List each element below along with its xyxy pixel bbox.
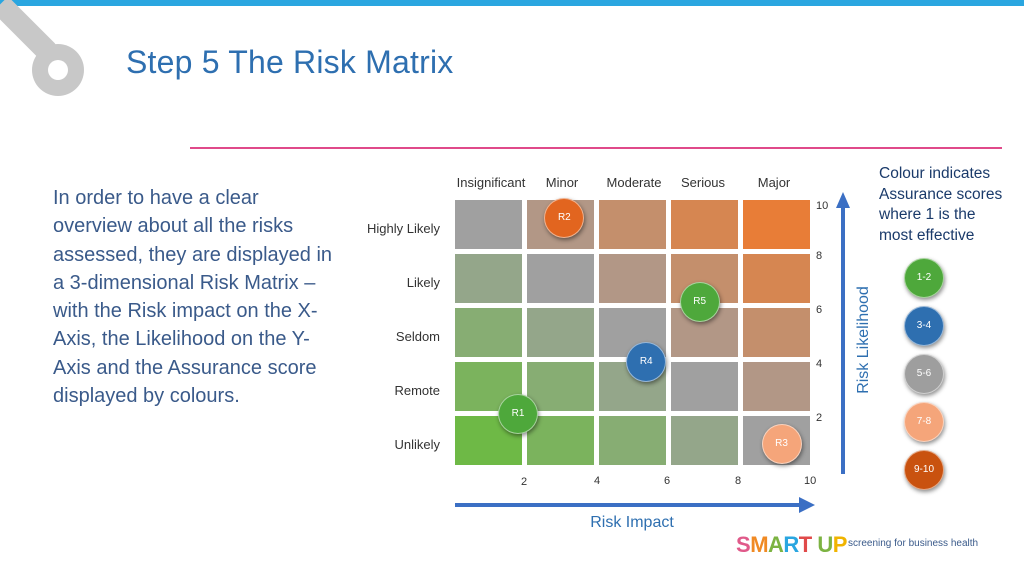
x-axis-arrow: [455, 497, 815, 513]
matrix-cell: [671, 200, 738, 249]
matrix-cell: [527, 416, 594, 465]
legend-swatch-label: 3-4: [916, 320, 932, 331]
legend-swatch: 1-2: [904, 258, 944, 298]
matrix-cell: [599, 416, 666, 465]
column-label: Minor: [545, 175, 579, 190]
matrix-cell: [743, 308, 810, 357]
column-label: Insignificant: [456, 175, 526, 190]
x-tick-label: 2: [521, 476, 528, 488]
logo-letter: A: [768, 532, 784, 557]
intro-text: In order to have a clear overview about …: [53, 187, 333, 408]
title-divider: [190, 147, 1002, 149]
matrix-cell: [743, 362, 810, 411]
column-label: Major: [757, 175, 791, 190]
legend-swatch: 9-10: [904, 450, 944, 490]
row-label: Highly Likely: [367, 221, 440, 236]
matrix-cell: [527, 362, 594, 411]
logo-letter: U: [817, 532, 833, 557]
logo-letter: R: [783, 532, 799, 557]
risk-bubble: R4: [626, 342, 667, 383]
risk-bubble: R5: [679, 282, 720, 323]
y-tick-label: 8: [816, 250, 823, 262]
risk-matrix-grid: [453, 198, 810, 470]
matrix-cell: [455, 200, 522, 249]
smart-up-logo: SMART UP: [736, 532, 847, 558]
row-label: Remote: [394, 383, 440, 398]
logo-letter: M: [750, 532, 769, 557]
legend-note-text: Colour indicates Assurance scores where …: [879, 165, 1003, 244]
legend-swatch-label: 5-6: [916, 368, 932, 379]
matrix-cell: [527, 254, 594, 303]
legend-swatch: 5-6: [904, 354, 944, 394]
legend-swatch: 3-4: [904, 306, 944, 346]
row-label: Unlikely: [394, 437, 440, 452]
y-tick-label: 6: [816, 304, 823, 316]
risk-bubble: R2: [544, 198, 585, 239]
legend-swatch: 7-8: [904, 402, 944, 442]
y-tick-label: 4: [816, 358, 823, 370]
x-axis-title: Risk Impact: [590, 514, 674, 531]
matrix-cell: [743, 254, 810, 303]
x-tick-label: 4: [594, 475, 601, 487]
top-accent-bar: [0, 0, 1024, 6]
matrix-cell: [527, 308, 594, 357]
column-label: Moderate: [606, 175, 662, 190]
y-tick-label: 10: [816, 200, 829, 212]
matrix-cell: [671, 416, 738, 465]
matrix-cell: [599, 254, 666, 303]
logo-letter: T: [798, 532, 812, 557]
column-label: Serious: [680, 175, 726, 190]
row-label: Likely: [406, 275, 440, 290]
matrix-cell: [455, 254, 522, 303]
matrix-cell: [455, 308, 522, 357]
legend-note: Colour indicates Assurance scores where …: [879, 164, 1009, 246]
y-axis-title: Risk Likelihood: [855, 286, 872, 394]
logo-letter: P: [832, 532, 848, 557]
brand-tagline: screening for business health: [848, 538, 979, 549]
row-label: Seldom: [395, 329, 440, 344]
legend-swatch-label: 7-8: [916, 416, 932, 427]
matrix-cell: [671, 362, 738, 411]
key-logo-icon: [0, 0, 84, 96]
x-tick-label: 8: [735, 475, 742, 487]
matrix-cell: [599, 200, 666, 249]
x-tick-label: 10: [804, 475, 817, 487]
risk-bubble: R1: [498, 393, 539, 434]
risk-bubble: R3: [761, 423, 802, 464]
y-tick-label: 2: [816, 412, 823, 424]
y-axis-arrow: [836, 192, 850, 474]
legend-swatch-label: 9-10: [913, 464, 934, 475]
page-title: Step 5 The Risk Matrix: [126, 44, 454, 80]
x-tick-label: 6: [664, 475, 671, 487]
legend-swatch-label: 1-2: [916, 272, 932, 283]
matrix-cell: [743, 200, 810, 249]
logo-letter: S: [736, 532, 751, 557]
